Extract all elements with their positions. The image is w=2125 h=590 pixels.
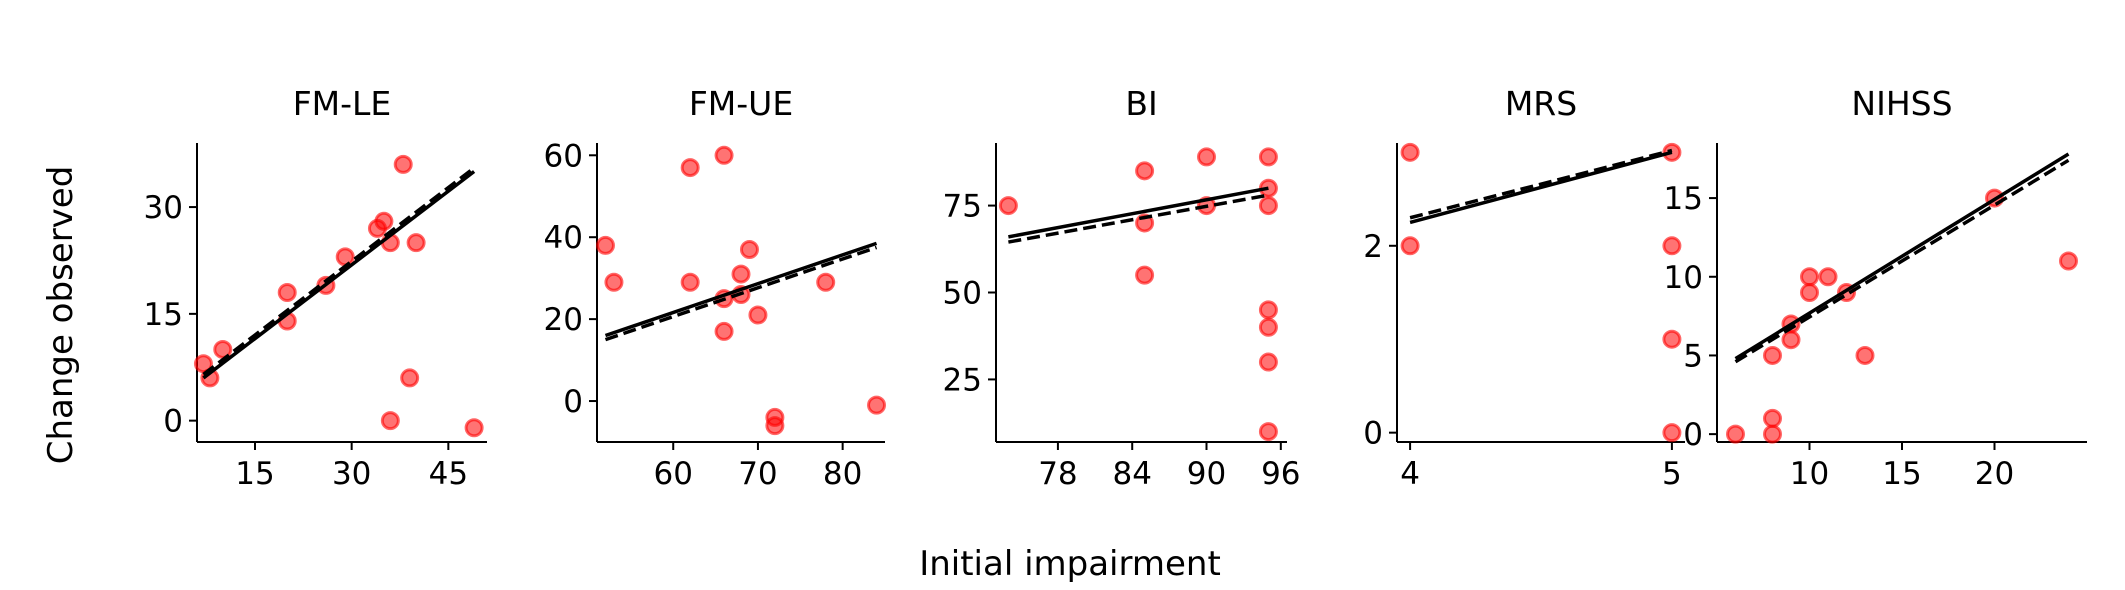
y-tick-label: 40: [544, 220, 583, 256]
data-point: [731, 264, 751, 284]
fit-line-dashed: [1409, 148, 1673, 220]
panel-title: FM-UE: [689, 84, 793, 123]
data-point: [380, 411, 400, 431]
x-tick-label: 15: [1882, 456, 1921, 492]
x-tick-label: 78: [1038, 456, 1077, 492]
data-point: [277, 283, 297, 302]
y-tick-label: 15: [144, 297, 183, 333]
data-point: [867, 395, 887, 415]
y-tick-label: 30: [144, 190, 183, 226]
y-tick-label: 0: [563, 384, 583, 420]
fit-line-dashed: [1008, 193, 1269, 244]
x-tick-label: 90: [1187, 456, 1226, 492]
panel-title: MRS: [1505, 84, 1577, 123]
y-tick-label: 75: [943, 189, 982, 225]
data-point: [1400, 142, 1420, 162]
data-point: [1258, 147, 1278, 167]
data-point: [714, 321, 734, 341]
data-point: [393, 154, 413, 174]
fit-line-dashed: [202, 166, 476, 376]
y-axis-label: Change observed: [41, 166, 81, 465]
data-point: [1662, 423, 1682, 443]
y-tick-label: 15: [1664, 181, 1703, 217]
data-point: [680, 272, 700, 292]
x-tick-label: 4: [1400, 456, 1420, 492]
x-tick-label: 60: [654, 456, 693, 492]
data-point: [406, 233, 426, 253]
x-tick-label: 15: [235, 456, 274, 492]
y-tick-label: 0: [1683, 417, 1703, 453]
data-point: [464, 418, 484, 438]
fit-line-solid: [604, 241, 878, 338]
data-point: [1800, 267, 1819, 287]
x-tick-label: 30: [332, 456, 371, 492]
y-tick-label: 50: [943, 276, 982, 312]
data-point: [680, 158, 700, 178]
panel-title: NIHSS: [1851, 84, 1952, 123]
panel-2: FM-UE 60 70 80 0 20 40 60: [544, 84, 887, 492]
data-point: [374, 211, 394, 231]
panel-title: FM-LE: [293, 84, 392, 123]
data-point: [765, 416, 785, 436]
y-tick-label: 2: [1363, 229, 1383, 265]
fit-line-solid: [202, 170, 476, 380]
data-point: [1258, 422, 1278, 442]
data-point: [595, 235, 615, 255]
data-point: [1197, 147, 1217, 167]
data-point: [1818, 267, 1838, 287]
x-tick-label: 45: [429, 456, 468, 492]
data-point: [1763, 424, 1782, 444]
data-point: [1135, 161, 1155, 181]
data-point: [1781, 330, 1801, 350]
data-point: [1763, 345, 1782, 365]
data-point: [739, 239, 759, 259]
panel-4: MRS 4 5 0 2: [1363, 84, 1685, 492]
data-point: [335, 247, 355, 267]
fit-line-dashed: [1734, 158, 2070, 364]
panel-1: FM-LE 15 30 45 0 15 30: [144, 84, 487, 492]
data-point: [1258, 300, 1278, 320]
data-point: [1135, 265, 1155, 285]
panel-title: BI: [1125, 84, 1157, 123]
fit-line-solid: [1008, 186, 1269, 239]
data-point: [1662, 236, 1682, 256]
x-tick-label: 10: [1790, 456, 1829, 492]
data-point: [816, 272, 836, 292]
data-point: [1662, 329, 1682, 349]
data-point: [748, 305, 768, 325]
y-tick-label: 20: [544, 302, 583, 338]
x-tick-label: 20: [1975, 456, 2014, 492]
x-tick-label: 5: [1662, 456, 1682, 492]
data-point: [1855, 345, 1875, 365]
fit-line-dashed: [604, 245, 878, 342]
data-point: [998, 196, 1018, 216]
y-tick-label: 0: [163, 404, 183, 440]
y-tick-label: 10: [1664, 260, 1703, 296]
data-point: [1258, 352, 1278, 372]
fit-line-solid: [1734, 152, 2070, 361]
data-point: [604, 272, 624, 292]
data-point: [2059, 251, 2078, 271]
data-point: [1800, 283, 1819, 302]
panel-3: BI 78 84 90 96 25 50 75: [943, 84, 1301, 492]
y-tick-label: 0: [1363, 416, 1383, 452]
y-tick-label: 5: [1683, 338, 1703, 374]
data-point: [1763, 408, 1782, 428]
x-tick-label: 80: [823, 456, 862, 492]
data-point: [1726, 424, 1745, 444]
x-tick-label: 84: [1112, 456, 1151, 492]
fit-line-solid: [1409, 150, 1673, 225]
data-point: [400, 368, 420, 388]
data-point: [714, 145, 734, 165]
x-tick-label: 70: [738, 456, 777, 492]
x-axis-label: Initial impairment: [919, 544, 1221, 584]
data-point: [1258, 196, 1278, 216]
data-point: [1258, 317, 1278, 337]
y-tick-label: 60: [544, 138, 583, 174]
data-point: [1400, 236, 1420, 256]
x-tick-label: 96: [1261, 456, 1300, 492]
y-tick-label: 25: [943, 362, 982, 398]
